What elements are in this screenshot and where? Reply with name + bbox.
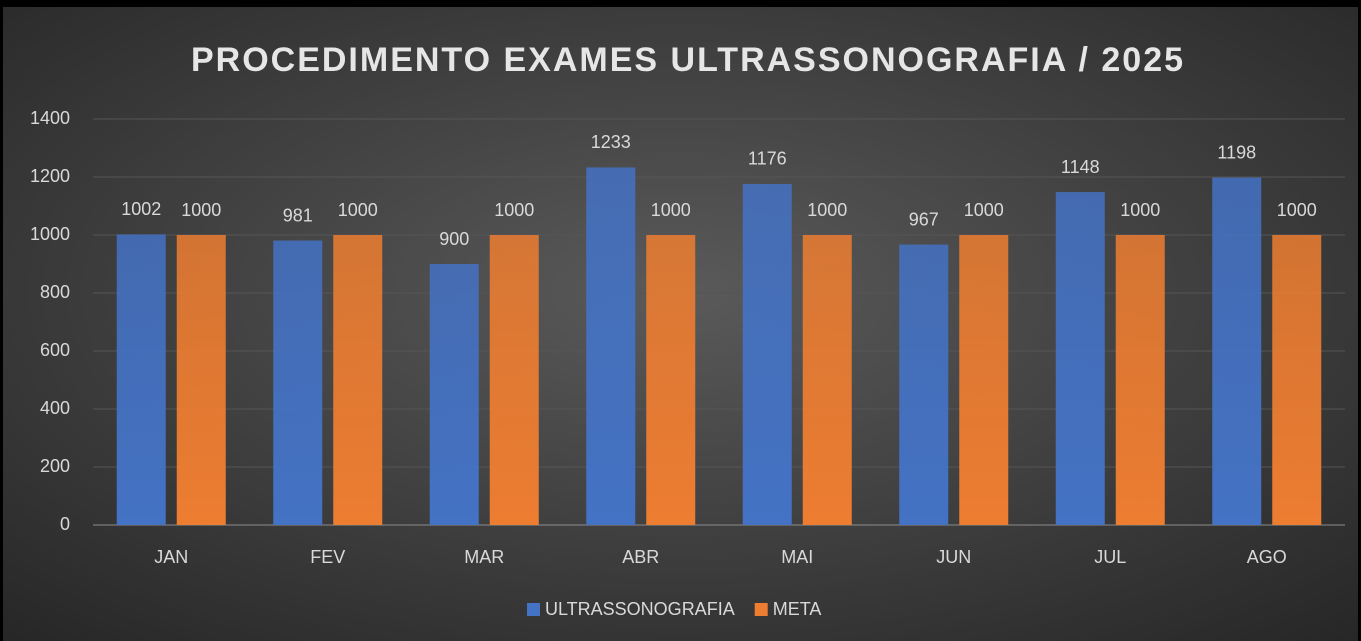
chart-title: PROCEDIMENTO EXAMES ULTRASSONOGRAFIA / 2… (191, 41, 1185, 79)
data-label: 1000 (181, 200, 221, 220)
bar (646, 235, 696, 525)
y-tick-label: 400 (40, 398, 70, 418)
x-tick-label: JUL (1094, 547, 1126, 567)
data-label: 1000 (1277, 200, 1317, 220)
x-tick-label: AGO (1247, 547, 1287, 567)
data-label: 1233 (591, 132, 631, 152)
x-tick-label: FEV (310, 547, 345, 567)
data-label: 1000 (807, 200, 847, 220)
bar (273, 240, 323, 525)
data-label: 900 (439, 229, 469, 249)
data-label: 1000 (494, 200, 534, 220)
bar (959, 235, 1009, 525)
data-label: 1000 (651, 200, 691, 220)
data-label: 981 (283, 205, 313, 225)
legend-label: META (773, 599, 822, 619)
data-label: 1000 (338, 200, 378, 220)
bar (1115, 235, 1165, 525)
y-tick-label: 600 (40, 340, 70, 360)
data-label: 1000 (964, 200, 1004, 220)
bar (429, 264, 479, 525)
x-tick-label: ABR (622, 547, 659, 567)
x-tick-label: JUN (936, 547, 971, 567)
x-tick-label: MAI (781, 547, 813, 567)
bar (1272, 235, 1322, 525)
bar (899, 244, 949, 525)
data-label: 1000 (1120, 200, 1160, 220)
bar (586, 167, 636, 525)
y-tick-label: 0 (60, 514, 70, 534)
y-tick-label: 800 (40, 282, 70, 302)
bar (333, 235, 383, 525)
y-tick-label: 200 (40, 456, 70, 476)
legend-swatch (754, 603, 768, 616)
y-tick-label: 1400 (30, 108, 70, 128)
legend-swatch (527, 603, 540, 616)
data-label: 1198 (1217, 142, 1256, 162)
bar (802, 235, 852, 525)
y-tick-label: 1200 (30, 166, 70, 186)
bar (1055, 192, 1105, 525)
data-label: 967 (909, 209, 939, 229)
data-label: 1148 (1061, 157, 1100, 177)
bar (742, 183, 792, 525)
y-tick-label: 1000 (30, 224, 70, 244)
x-tick-label: MAR (464, 547, 504, 567)
data-label: 1176 (748, 149, 787, 169)
bar (176, 235, 226, 525)
bar (116, 234, 166, 526)
data-label: 1002 (121, 199, 161, 219)
x-tick-label: JAN (154, 547, 188, 567)
bar (489, 235, 539, 525)
legend-label: ULTRASSONOGRAFIA (545, 599, 735, 619)
bar (1212, 177, 1262, 525)
